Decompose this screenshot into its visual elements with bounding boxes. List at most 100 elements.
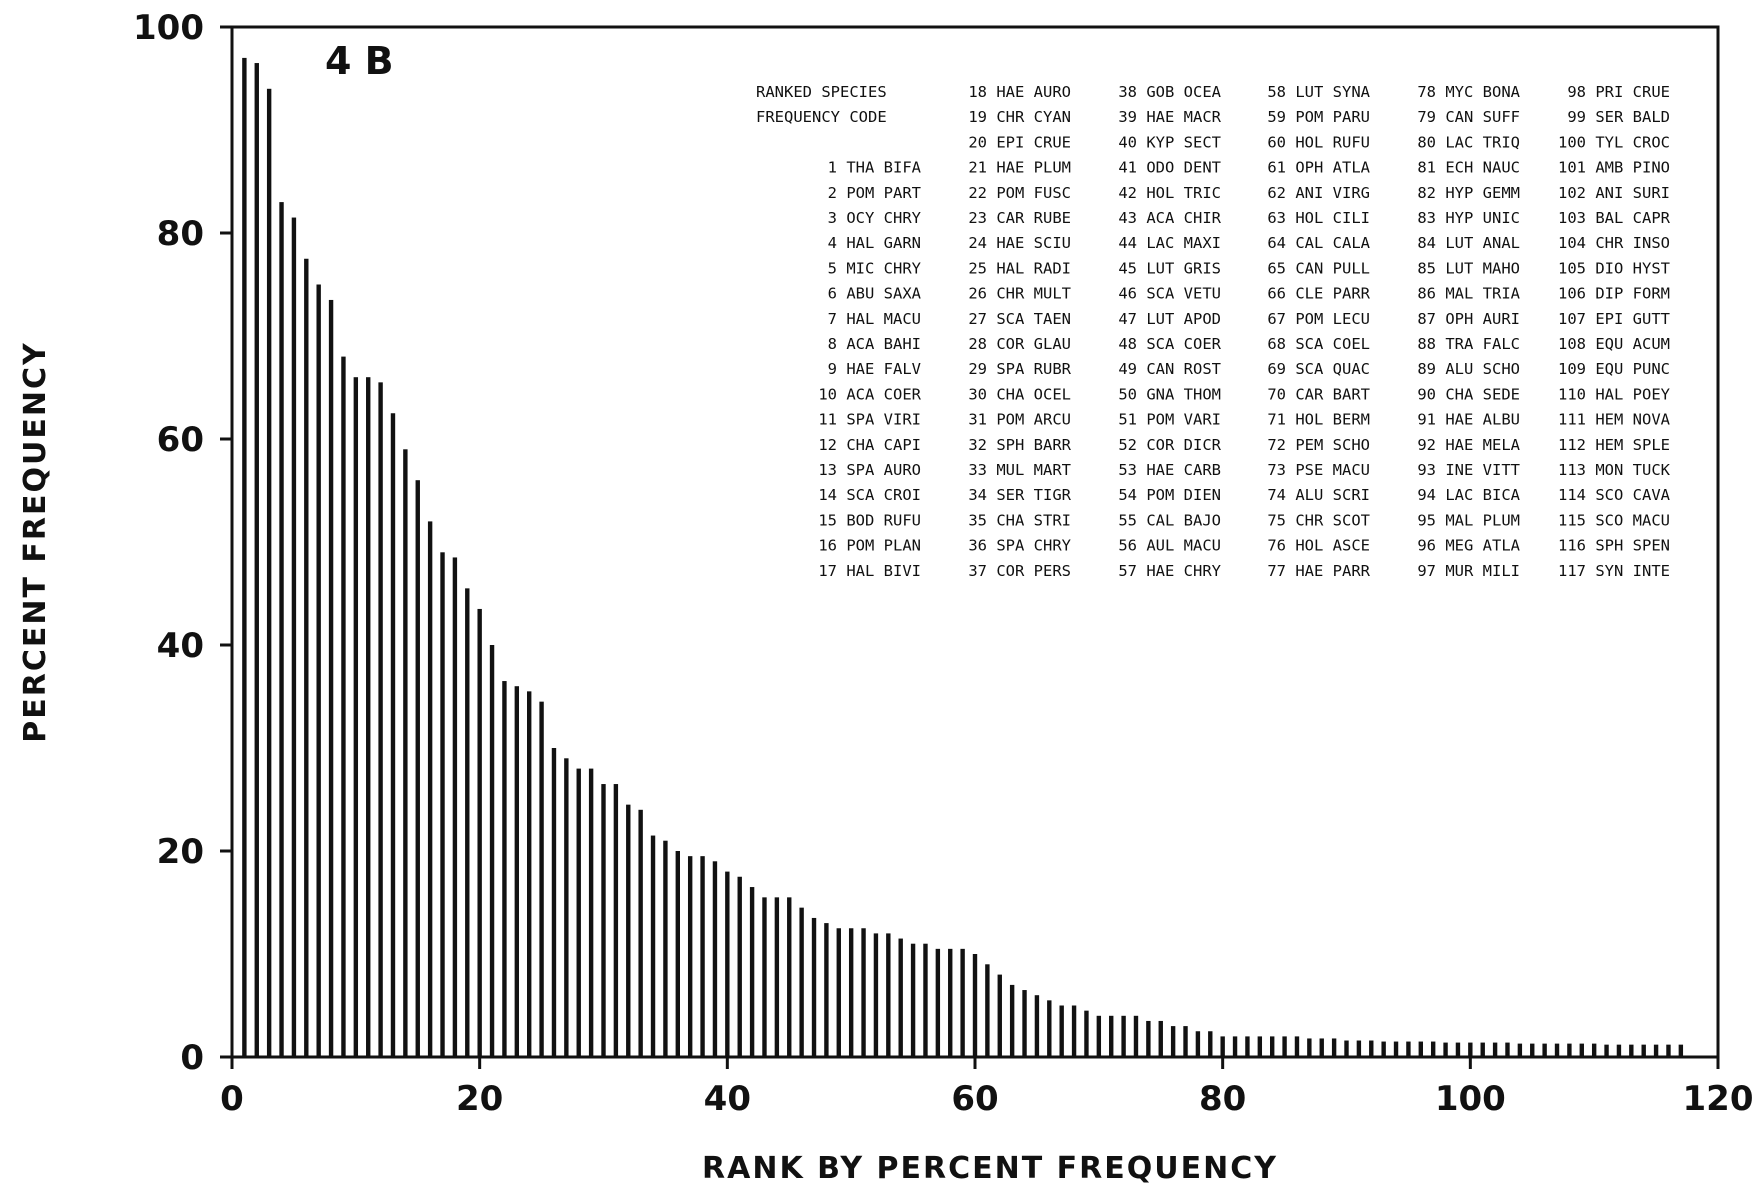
legend-entry: 66 CLE PARR — [1267, 285, 1370, 303]
bar — [1480, 1042, 1485, 1057]
bar — [1666, 1044, 1671, 1057]
bar — [898, 938, 903, 1057]
legend-entry: 117 SYN INTE — [1558, 562, 1670, 580]
legend-entry: 52 COR DICR — [1118, 436, 1221, 454]
bar — [1629, 1044, 1634, 1057]
bar — [638, 809, 643, 1057]
bar — [1220, 1036, 1225, 1057]
bar — [254, 63, 259, 1058]
bar — [1641, 1044, 1646, 1057]
bar — [576, 768, 581, 1057]
legend-entry: 111 HEM NOVA — [1558, 411, 1671, 429]
bar — [836, 928, 841, 1057]
legend-entry: 64 CAL CALA — [1267, 234, 1370, 252]
legend-entry: 8 ACA BAHI — [828, 335, 921, 353]
bar — [1047, 1000, 1052, 1057]
legend-entry: 107 EPI GUTT — [1558, 310, 1670, 328]
bar — [787, 897, 792, 1057]
bar — [848, 928, 854, 1057]
x-tick-label: 60 — [951, 1079, 998, 1119]
legend-entry: 78 MYC BONA — [1417, 83, 1520, 101]
bar — [316, 284, 321, 1057]
bar — [1678, 1044, 1684, 1057]
y-tick-label: 40 — [157, 626, 204, 666]
legend-entry: 104 CHR INSO — [1558, 234, 1670, 252]
bar — [1071, 1005, 1077, 1057]
legend-entry: 14 SCA CROI — [818, 486, 921, 504]
bar — [824, 923, 829, 1057]
legend-entry: 114 SCO CAVA — [1558, 486, 1671, 504]
bar — [626, 804, 631, 1057]
legend-entry: 32 SPH BARR — [968, 436, 1071, 454]
legend-entry: 7 HAL MACU — [828, 310, 921, 328]
legend-entry: 6 ABU SAXA — [828, 285, 922, 303]
legend-entry: 101 AMB PINO — [1558, 159, 1670, 177]
legend-entry: 80 LAC TRIQ — [1417, 133, 1520, 151]
legend-entry: 69 SCA QUAC — [1267, 360, 1370, 378]
legend-entry: 105 DIO HYST — [1558, 259, 1670, 277]
bar — [1294, 1036, 1300, 1057]
bar — [737, 876, 742, 1057]
bar — [700, 856, 705, 1057]
x-tick-label: 100 — [1435, 1079, 1506, 1119]
legend-entry: 108 EQU ACUM — [1558, 335, 1670, 353]
legend-entry: 98 PRI CRUE — [1567, 83, 1670, 101]
bar — [1430, 1041, 1436, 1057]
legend-entry: 37 COR PERS — [968, 562, 1071, 580]
y-tick-label: 0 — [180, 1038, 204, 1078]
bar — [502, 681, 507, 1057]
legend-entry: 2 POM PART — [828, 184, 921, 202]
legend-entry: 90 CHA SEDE — [1417, 385, 1520, 403]
legend-entry: 77 HAE PARR — [1267, 562, 1370, 580]
bar — [353, 377, 359, 1057]
bar — [328, 299, 334, 1057]
legend-entry: 17 HAL BIVI — [818, 562, 921, 580]
legend-entry: 79 CAN SUFF — [1417, 108, 1520, 126]
legend-entry: 86 MAL TRIA — [1417, 285, 1520, 303]
bar — [304, 258, 309, 1057]
bar — [923, 943, 928, 1057]
legend-entry: 59 POM PARU — [1267, 108, 1370, 126]
bar — [1319, 1038, 1324, 1057]
legend-entry: 45 LUT GRIS — [1118, 259, 1221, 277]
legend-entry: 74 ALU SCRI — [1267, 486, 1370, 504]
bar — [539, 701, 544, 1057]
legend-entry: 56 AUL MACU — [1118, 537, 1221, 555]
bar — [452, 557, 458, 1057]
bar — [1344, 1040, 1349, 1057]
legend-entry: 33 MUL MART — [968, 461, 1071, 479]
legend-entry: 84 LUT ANAL — [1417, 234, 1520, 252]
legend-header: FREQUENCY CODE — [756, 108, 887, 126]
bar — [799, 907, 804, 1057]
legend-entry: 113 MON TUCK — [1558, 461, 1671, 479]
legend-entry: 95 MAL PLUM — [1417, 511, 1520, 529]
bar — [1022, 990, 1027, 1057]
legend-entry: 12 CHA CAPI — [818, 436, 921, 454]
x-tick-label: 80 — [1199, 1079, 1246, 1119]
legend-entry: 87 OPH AURI — [1417, 310, 1520, 328]
legend-entry: 16 POM PLAN — [818, 537, 921, 555]
legend-entry: 43 ACA CHIR — [1118, 209, 1221, 227]
bar — [527, 691, 532, 1057]
legend-entry: 112 HEM SPLE — [1558, 436, 1670, 454]
bar — [948, 948, 953, 1057]
legend-entry: 57 HAE CHRY — [1118, 562, 1221, 580]
bar — [861, 928, 866, 1057]
legend-entry: 96 MEG ATLA — [1417, 537, 1520, 555]
legend-entry: 31 POM ARCU — [968, 411, 1071, 429]
legend-entry: 110 HAL POEY — [1558, 385, 1671, 403]
legend-entry: 76 HOL ASCE — [1267, 537, 1370, 555]
bar — [366, 377, 371, 1057]
legend-entry: 39 HAE MACR — [1118, 108, 1221, 126]
bar — [811, 917, 817, 1057]
legend-entry: 5 MIC CHRY — [828, 259, 922, 277]
bar — [415, 480, 420, 1057]
bar — [427, 521, 433, 1057]
legend-entry: 26 CHR MULT — [968, 285, 1071, 303]
bar — [1455, 1042, 1461, 1057]
legend-entry: 53 HAE CARB — [1118, 461, 1221, 479]
bar — [291, 217, 297, 1058]
legend-entry: 99 SER BALD — [1567, 108, 1670, 126]
bar — [960, 948, 965, 1057]
legend-entry: 46 SCA VETU — [1118, 285, 1221, 303]
